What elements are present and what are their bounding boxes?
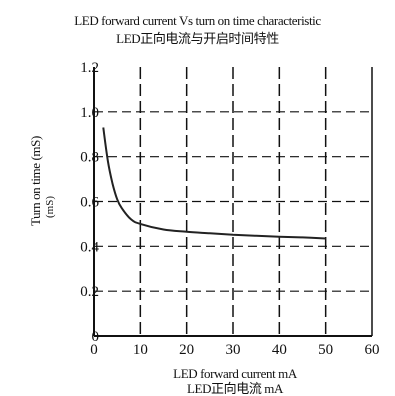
- axes: [93, 67, 373, 337]
- x-tick-label: 20: [179, 342, 194, 358]
- chart-title: LED forward current Vs turn on time char…: [74, 13, 321, 28]
- series-line: [102, 127, 326, 240]
- y-tick-label: 0.8: [80, 150, 99, 166]
- y-tick-label: 1.2: [80, 60, 99, 76]
- x-tick-label: 40: [272, 342, 287, 358]
- y-tick-label: 0.6: [80, 195, 99, 211]
- x-tick-label: 50: [318, 342, 333, 358]
- x-tick-label: 60: [365, 342, 380, 358]
- y-tick-label: 1.0: [80, 105, 99, 121]
- y-tick-label: 0.4: [80, 239, 99, 255]
- grid: [94, 67, 372, 336]
- chart-subtitle: LED正向电流与开启时间特性: [116, 31, 279, 46]
- x-tick-labels: 0 10 20 30 40 50 60: [90, 342, 379, 358]
- y-tick-label: 0.2: [80, 284, 99, 300]
- x-axis-label: LED forward current mA: [173, 366, 297, 381]
- y-tick-label: 0: [92, 329, 100, 345]
- y-axis-label: Turn on time (mS): [28, 136, 43, 226]
- x-tick-label: 10: [133, 342, 148, 358]
- y-tick-labels: 0 0.2 0.4 0.6 0.8 1.0 1.2: [80, 60, 99, 345]
- x-tick-label: 30: [226, 342, 241, 358]
- x-tick-label: 0: [90, 342, 98, 358]
- x-axis-label-cn: LED正向电流 mA: [186, 381, 284, 396]
- y-axis-unit: (mS): [44, 196, 56, 218]
